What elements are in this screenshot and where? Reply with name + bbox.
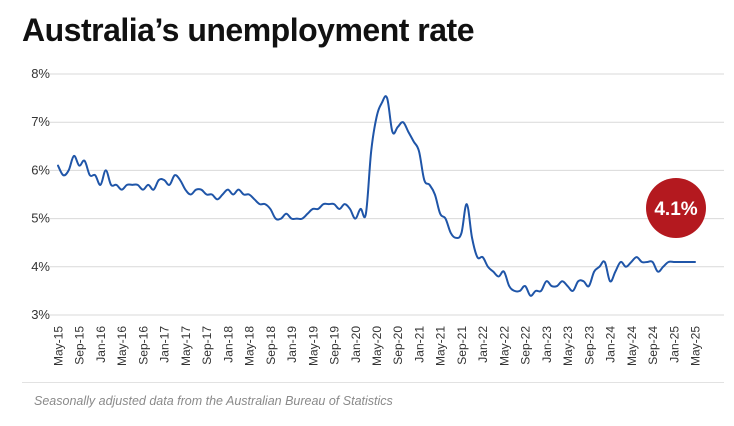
x-tick-label: May-22 [497, 326, 511, 366]
x-tick-label: Jan-25 [667, 326, 681, 363]
x-tick-label: May-21 [434, 326, 448, 366]
x-tick-label: Jan-21 [412, 326, 426, 363]
x-tick-label: Jan-24 [604, 326, 618, 363]
x-tick-label: Jan-17 [158, 326, 172, 363]
gridlines [50, 73, 724, 316]
x-tick-label: Sep-16 [136, 326, 150, 365]
x-tick-label: Sep-15 [73, 326, 87, 365]
y-tick-label: 4% [31, 259, 50, 274]
x-tick-label: Sep-19 [328, 326, 342, 365]
x-tick-label: May-20 [370, 326, 384, 366]
x-tick-label: Sep-23 [582, 326, 596, 365]
x-tick-label: May-23 [561, 326, 575, 366]
callout-label: 4.1% [654, 199, 697, 220]
x-tick-label: May-16 [115, 326, 129, 366]
x-axis-tick-labels: May-15 Sep-15 Jan-16 May-16 Sep-16 Jan-17 May-… [52, 326, 703, 366]
x-tick-label: Sep-17 [200, 326, 214, 365]
x-tick-label: Sep-20 [391, 326, 405, 365]
x-tick-label: May-24 [625, 326, 639, 366]
x-tick-label: May-15 [52, 326, 66, 366]
latest-value-callout: 4.1% [646, 178, 706, 238]
x-tick-label: Sep-18 [264, 326, 278, 365]
x-tick-label: Sep-21 [455, 326, 469, 365]
y-tick-label: 7% [31, 114, 50, 129]
source-note: Seasonally adjusted data from the Austra… [34, 394, 393, 408]
y-axis-tick-labels: 3% 4% 5% 6% 7% 8% [31, 66, 50, 322]
x-tick-label: May-17 [179, 326, 193, 366]
callout-badge [646, 178, 706, 238]
y-tick-label: 5% [31, 211, 50, 226]
series-line-unemployment-rate [57, 95, 696, 297]
x-tick-label: May-18 [243, 326, 257, 366]
series-layer [57, 95, 696, 297]
x-tick-label: Jan-16 [94, 326, 108, 363]
y-tick-label: 6% [31, 162, 50, 177]
x-tick-label: Sep-22 [519, 326, 533, 365]
x-tick-label: Jan-18 [221, 326, 235, 363]
x-tick-label: May-19 [306, 326, 320, 366]
y-tick-label: 3% [31, 307, 50, 322]
footer-divider [22, 382, 724, 383]
chart-title: Australia’s unemployment rate [22, 12, 475, 48]
x-tick-label: Sep-24 [646, 326, 660, 365]
x-tick-label: Jan-23 [540, 326, 554, 363]
y-tick-label: 8% [31, 66, 50, 81]
x-tick-label: May-25 [689, 326, 703, 366]
x-tick-label: Jan-20 [349, 326, 363, 363]
x-tick-label: Jan-22 [476, 326, 490, 363]
x-tick-label: Jan-19 [285, 326, 299, 363]
